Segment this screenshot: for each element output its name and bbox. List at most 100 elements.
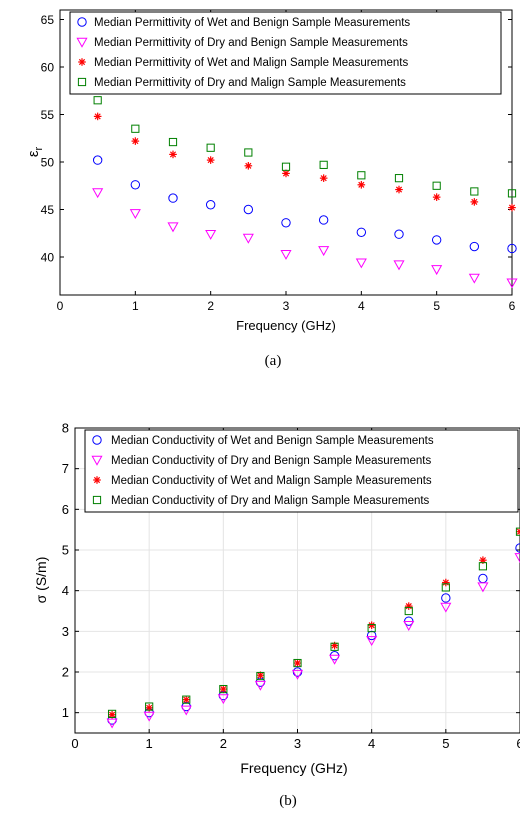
legend-marker-circle: [77, 17, 87, 27]
data-point-asterisk: [516, 527, 520, 536]
data-point-triangle-down: [318, 246, 330, 257]
data-point-asterisk: [470, 198, 479, 206]
x-tick-label: 6: [509, 299, 516, 313]
data-point-triangle-down: [431, 265, 443, 276]
data-point-triangle-down: [167, 222, 179, 233]
data-point-triangle-down: [366, 636, 378, 647]
data-point-square: [206, 143, 215, 152]
y-tick-label: 5: [62, 543, 69, 558]
data-point-asterisk: [93, 112, 102, 121]
data-point-triangle-down: [129, 209, 141, 220]
data-point-triangle-down: [205, 230, 217, 240]
chart-a-ylabel: εr: [25, 146, 45, 157]
y-tick-label: 1: [62, 705, 69, 720]
data-point-asterisk: [508, 203, 516, 212]
data-point-asterisk: [367, 621, 376, 630]
data-point-triangle-down: [217, 694, 229, 705]
y-tick-label: 2: [62, 665, 69, 680]
legend-marker-triangle-down: [91, 455, 103, 466]
data-point-square: [515, 527, 520, 536]
data-point-triangle-down: [355, 258, 367, 269]
data-point-asterisk: [219, 685, 228, 693]
legend-marker-asterisk: [93, 476, 101, 484]
legend-entry-label: Median Permittivity of Wet and Benign Sa…: [94, 17, 410, 29]
chart-b: 0 1 2 3 4 5 6 1 2 3 4 5 6 7 8 Median Conductivity of W…: [33, 421, 520, 809]
data-point-triangle-down: [242, 233, 254, 244]
data-point-circle: [356, 227, 367, 238]
data-point-asterisk: [244, 162, 253, 170]
data-point-circle: [130, 180, 141, 190]
data-point-circle: [394, 229, 404, 239]
chart-a-legend-box: [69, 11, 502, 95]
data-point-triangle-down: [514, 553, 520, 564]
data-point-circle: [168, 193, 178, 203]
data-point-square: [319, 160, 328, 169]
y-tick-label: 6: [62, 502, 69, 517]
legend-entry-label: Median Permittivity of Wet and Malign Sa…: [94, 57, 409, 69]
chart-b-legend-box: [84, 429, 519, 513]
data-point-circle: [243, 204, 254, 215]
data-point-square: [168, 137, 178, 147]
data-point-asterisk: [442, 578, 450, 587]
legend-entry-label: Median Conductivity of Wet and Malign Sa…: [111, 475, 432, 487]
data-point-triangle-down: [477, 582, 489, 593]
data-point-asterisk: [293, 659, 302, 667]
legend-marker-square: [92, 495, 102, 505]
data-point-triangle-down: [254, 680, 266, 691]
data-point-square: [293, 658, 302, 668]
data-point-square: [244, 148, 253, 157]
data-point-square: [182, 695, 191, 704]
chart-b-caption: (b): [279, 793, 297, 809]
y-tick-label: 45: [41, 203, 55, 217]
x-tick-label: 3: [283, 299, 290, 313]
legend-entry-label: Median Permittivity of Dry and Benign Sa…: [94, 37, 408, 49]
data-point-circle: [478, 573, 488, 584]
data-point-triangle-down: [143, 711, 155, 722]
data-point-circle: [441, 593, 451, 603]
y-tick-label: 55: [41, 108, 55, 122]
x-tick-label: 5: [433, 299, 440, 313]
data-point-triangle-down: [291, 669, 304, 680]
data-point-square: [507, 189, 517, 198]
y-tick-label: 60: [41, 61, 55, 75]
chart-b-xlabel: Frequency (GHz): [240, 760, 347, 776]
x-tick-label: 2: [207, 299, 214, 313]
legend-marker-triangle-down: [76, 37, 88, 48]
data-point-square: [145, 702, 154, 711]
y-tick-label: 3: [62, 624, 69, 639]
data-point-asterisk: [404, 602, 413, 610]
data-point-triangle-down: [106, 718, 118, 729]
data-point-triangle-down: [280, 249, 292, 260]
y-tick-label: 8: [62, 421, 69, 436]
y-tick-label: 4: [62, 583, 69, 598]
data-point-asterisk: [145, 703, 153, 712]
y-tick-label: 65: [41, 13, 55, 27]
data-point-asterisk: [182, 695, 191, 704]
data-point-square: [93, 96, 102, 105]
x-tick-label: 5: [442, 736, 449, 751]
x-tick-label: 0: [57, 299, 64, 313]
chart-b-legend: Median Conductivity of Wet and Benign Sa…: [84, 429, 519, 513]
y-tick-label: 7: [62, 461, 69, 476]
data-point-triangle-down: [403, 621, 415, 631]
data-point-square: [330, 642, 339, 651]
data-point-square: [281, 162, 291, 171]
legend-marker-asterisk: [78, 58, 86, 66]
data-point-asterisk: [357, 181, 366, 189]
data-point-asterisk: [319, 174, 328, 182]
data-point-asterisk: [206, 156, 215, 164]
data-point-square: [478, 562, 488, 571]
data-point-square: [367, 623, 376, 633]
legend-entry-label: Median Permittivity of Dry and Malign Sa…: [94, 77, 406, 89]
data-point-circle: [318, 215, 329, 225]
y-tick-label: 40: [41, 251, 55, 265]
data-point-square: [441, 583, 450, 592]
data-point-triangle-down: [180, 705, 192, 716]
data-point-square: [131, 124, 140, 133]
data-point-asterisk: [131, 137, 140, 145]
x-tick-label: 1: [132, 299, 139, 313]
data-point-circle: [469, 241, 480, 252]
data-point-triangle-down: [329, 654, 341, 665]
